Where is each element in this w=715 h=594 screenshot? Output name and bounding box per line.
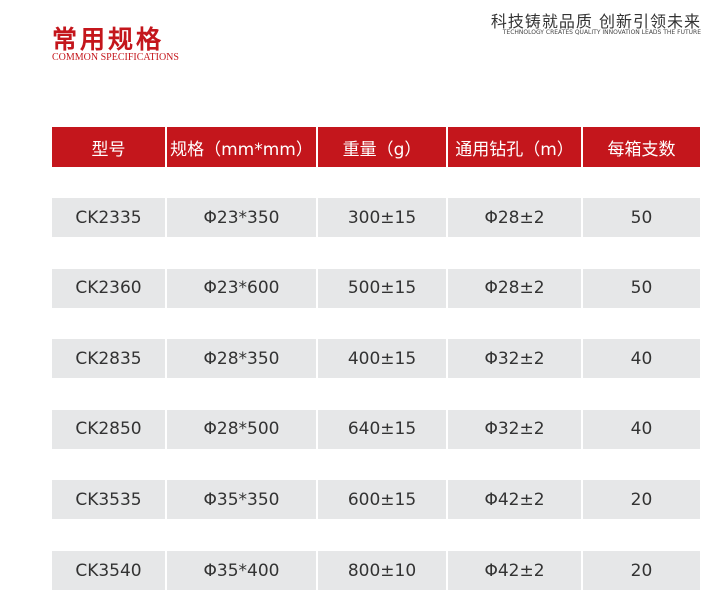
table-cell: 300±15 (318, 198, 446, 237)
slogan-en: TECHNOLOGY CREATES QUALITY INNOVATION LE… (502, 29, 701, 36)
slogan: 科技铸就品质 创新引领未来 (490, 12, 701, 31)
table-cell: 800±10 (318, 551, 446, 590)
table-cell: CK3540 (52, 551, 165, 590)
table-cell: Φ32±2 (448, 339, 581, 379)
table-cell: Φ28*500 (167, 409, 316, 449)
table-cell: 40 (583, 409, 700, 449)
table-cell: 20 (583, 551, 700, 590)
table-cell: 400±15 (318, 339, 446, 379)
header-cell: 型号 (52, 127, 165, 167)
table-cell: CK2850 (52, 409, 165, 449)
table-cell: 50 (583, 198, 700, 237)
table-cell: Φ42±2 (448, 551, 581, 590)
table-cell: CK2360 (52, 268, 165, 308)
table-cell: 640±15 (318, 409, 446, 449)
table-cell: Φ28*350 (167, 339, 316, 379)
table-cell: Φ35*350 (167, 480, 316, 520)
title: 常用规格 (52, 25, 165, 54)
table-cell: Φ32±2 (448, 409, 581, 449)
table-cell: Φ42±2 (448, 480, 581, 520)
header-cell: 通用钻孔（m） (448, 127, 581, 167)
subtitle: COMMON SPECIFICATIONS (52, 52, 179, 63)
table-cell: Φ23*600 (167, 268, 316, 308)
header-cell: 重量（g） (318, 127, 446, 167)
table-cell: 500±15 (318, 268, 446, 308)
table-cell: 20 (583, 480, 700, 520)
header-cell: 规格（mm*mm） (167, 127, 316, 167)
table-cell: Φ28±2 (448, 268, 581, 308)
table-cell: CK2835 (52, 339, 165, 379)
table-cell: 50 (583, 268, 700, 308)
table-cell: 600±15 (318, 480, 446, 520)
table-cell: CK2335 (52, 198, 165, 237)
table-cell: CK3535 (52, 480, 165, 520)
header-cell: 每箱支数 (583, 127, 700, 167)
table-cell: Φ28±2 (448, 198, 581, 237)
table-cell: 40 (583, 339, 700, 379)
table-cell: Φ35*400 (167, 551, 316, 590)
table-cell: Φ23*350 (167, 198, 316, 237)
